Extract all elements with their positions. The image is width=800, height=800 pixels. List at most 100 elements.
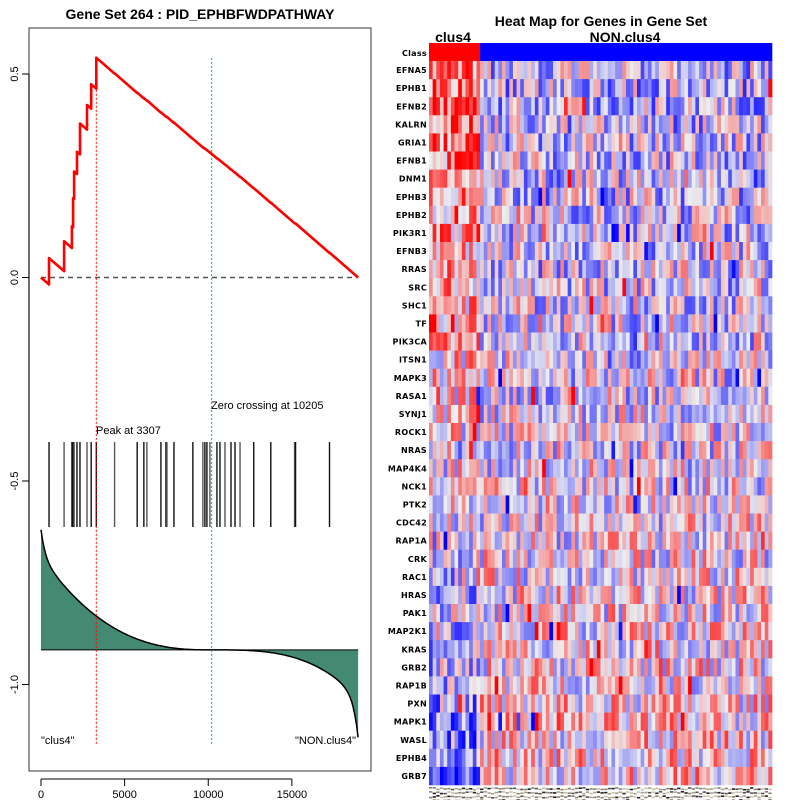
heatmap-cell [742,766,747,786]
sample-label-stub [757,788,761,791]
heatmap-cell [443,205,448,225]
heatmap-cell [611,260,616,279]
heatmap-cell [600,205,605,225]
heatmap-cell [450,115,455,134]
heatmap-cell [585,278,590,297]
heatmap-cell [574,766,579,786]
heatmap-cell [691,61,696,80]
heatmap-cell [662,296,667,315]
heatmap-cell [574,386,579,406]
heatmap-cell [593,368,598,388]
heatmap-cell [761,368,766,388]
heatmap-cell [731,640,736,659]
heatmap-cell [589,513,594,532]
heatmap-cell [673,730,678,750]
heatmap-cell [706,676,711,695]
heatmap-cell [618,151,623,170]
sample-label-stub [706,792,710,794]
heatmap-cell [644,459,649,478]
heatmap-cell [593,205,598,225]
heatmap-cell [618,549,623,569]
heatmap-cell [596,513,601,532]
heatmap-cell [691,242,696,261]
heatmap-cell [655,187,660,207]
class-row-label: Class [402,49,427,58]
heatmap-cell [545,676,550,695]
heatmap-cell [688,242,693,261]
heatmap-cell [454,332,459,351]
heatmap-cell [735,658,740,677]
heatmap-cell [600,97,605,116]
heatmap-cell [498,423,503,442]
heatmap-cell [651,332,656,351]
heatmap-cell [505,61,510,80]
heatmap-cell [509,585,514,605]
heatmap-cell [480,368,485,388]
heatmap-cell [695,296,700,315]
heatmap-cell [450,169,455,188]
heatmap-cell [640,151,645,170]
sample-label-stub [534,792,539,795]
heatmap-cell [483,441,488,460]
heatmap-cell [436,712,441,731]
heatmap-cell [487,604,492,623]
heatmap-cell [534,658,539,677]
heatmap-cell [764,604,769,623]
heatmap-cell [739,332,744,351]
heatmap-cell [735,459,740,478]
heatmap-cell [742,79,747,98]
heatmap-cell [523,604,528,623]
heatmap-cell [699,694,704,713]
heatmap-cell [604,133,609,152]
heatmap-cell [753,531,758,550]
heatmap-cell [498,585,503,605]
sample-label-stub [450,792,455,794]
heatmap-cell [472,730,477,750]
heatmap-cell [666,169,671,188]
heatmap-cell [746,730,751,750]
heatmap-cell [662,622,667,641]
heatmap-cell [501,296,506,315]
heatmap-cell [739,640,744,659]
heatmap-cell [491,97,496,116]
heatmap-cell [494,441,499,460]
heatmap-cell [677,133,682,152]
heatmap-cell [684,676,689,695]
heatmap-cell [702,187,707,207]
heatmap-cell [469,585,474,605]
heatmap-cell [757,658,762,677]
heatmap-cell [436,513,441,532]
heatmap-cell [691,694,696,713]
heatmap-cell [582,676,587,695]
heatmap-cell [549,169,554,188]
heatmap-cell [564,260,569,279]
heatmap-cell [611,549,616,569]
sample-label-stub [695,791,699,794]
heatmap-cell [461,622,466,641]
heatmap-cell [647,151,652,170]
sample-label-stub [585,796,590,798]
heatmap-cell [596,79,601,98]
heatmap-cell [695,658,700,677]
heatmap-cell [512,567,517,587]
heatmap-cell [720,169,725,188]
heatmap-cell [724,477,729,496]
heatmap-cell [658,278,663,297]
heatmap-cell [534,441,539,460]
heatmap-cell [469,332,474,351]
heatmap-cell [564,386,569,406]
heatmap-cell [735,242,740,261]
heatmap-cell [574,350,579,369]
sample-label-stub [538,788,542,791]
heatmap-cell [604,242,609,261]
sample-label-stub [578,795,582,798]
heatmap-cell [480,477,485,496]
heatmap-cell [553,567,558,587]
heatmap-cell [647,640,652,659]
heatmap-cell [491,766,496,786]
heatmap-cell [695,585,700,605]
heatmap-cell [454,404,459,424]
heatmap-cell [615,97,620,116]
heatmap-cell [688,368,693,388]
heatmap-cell [622,622,627,641]
